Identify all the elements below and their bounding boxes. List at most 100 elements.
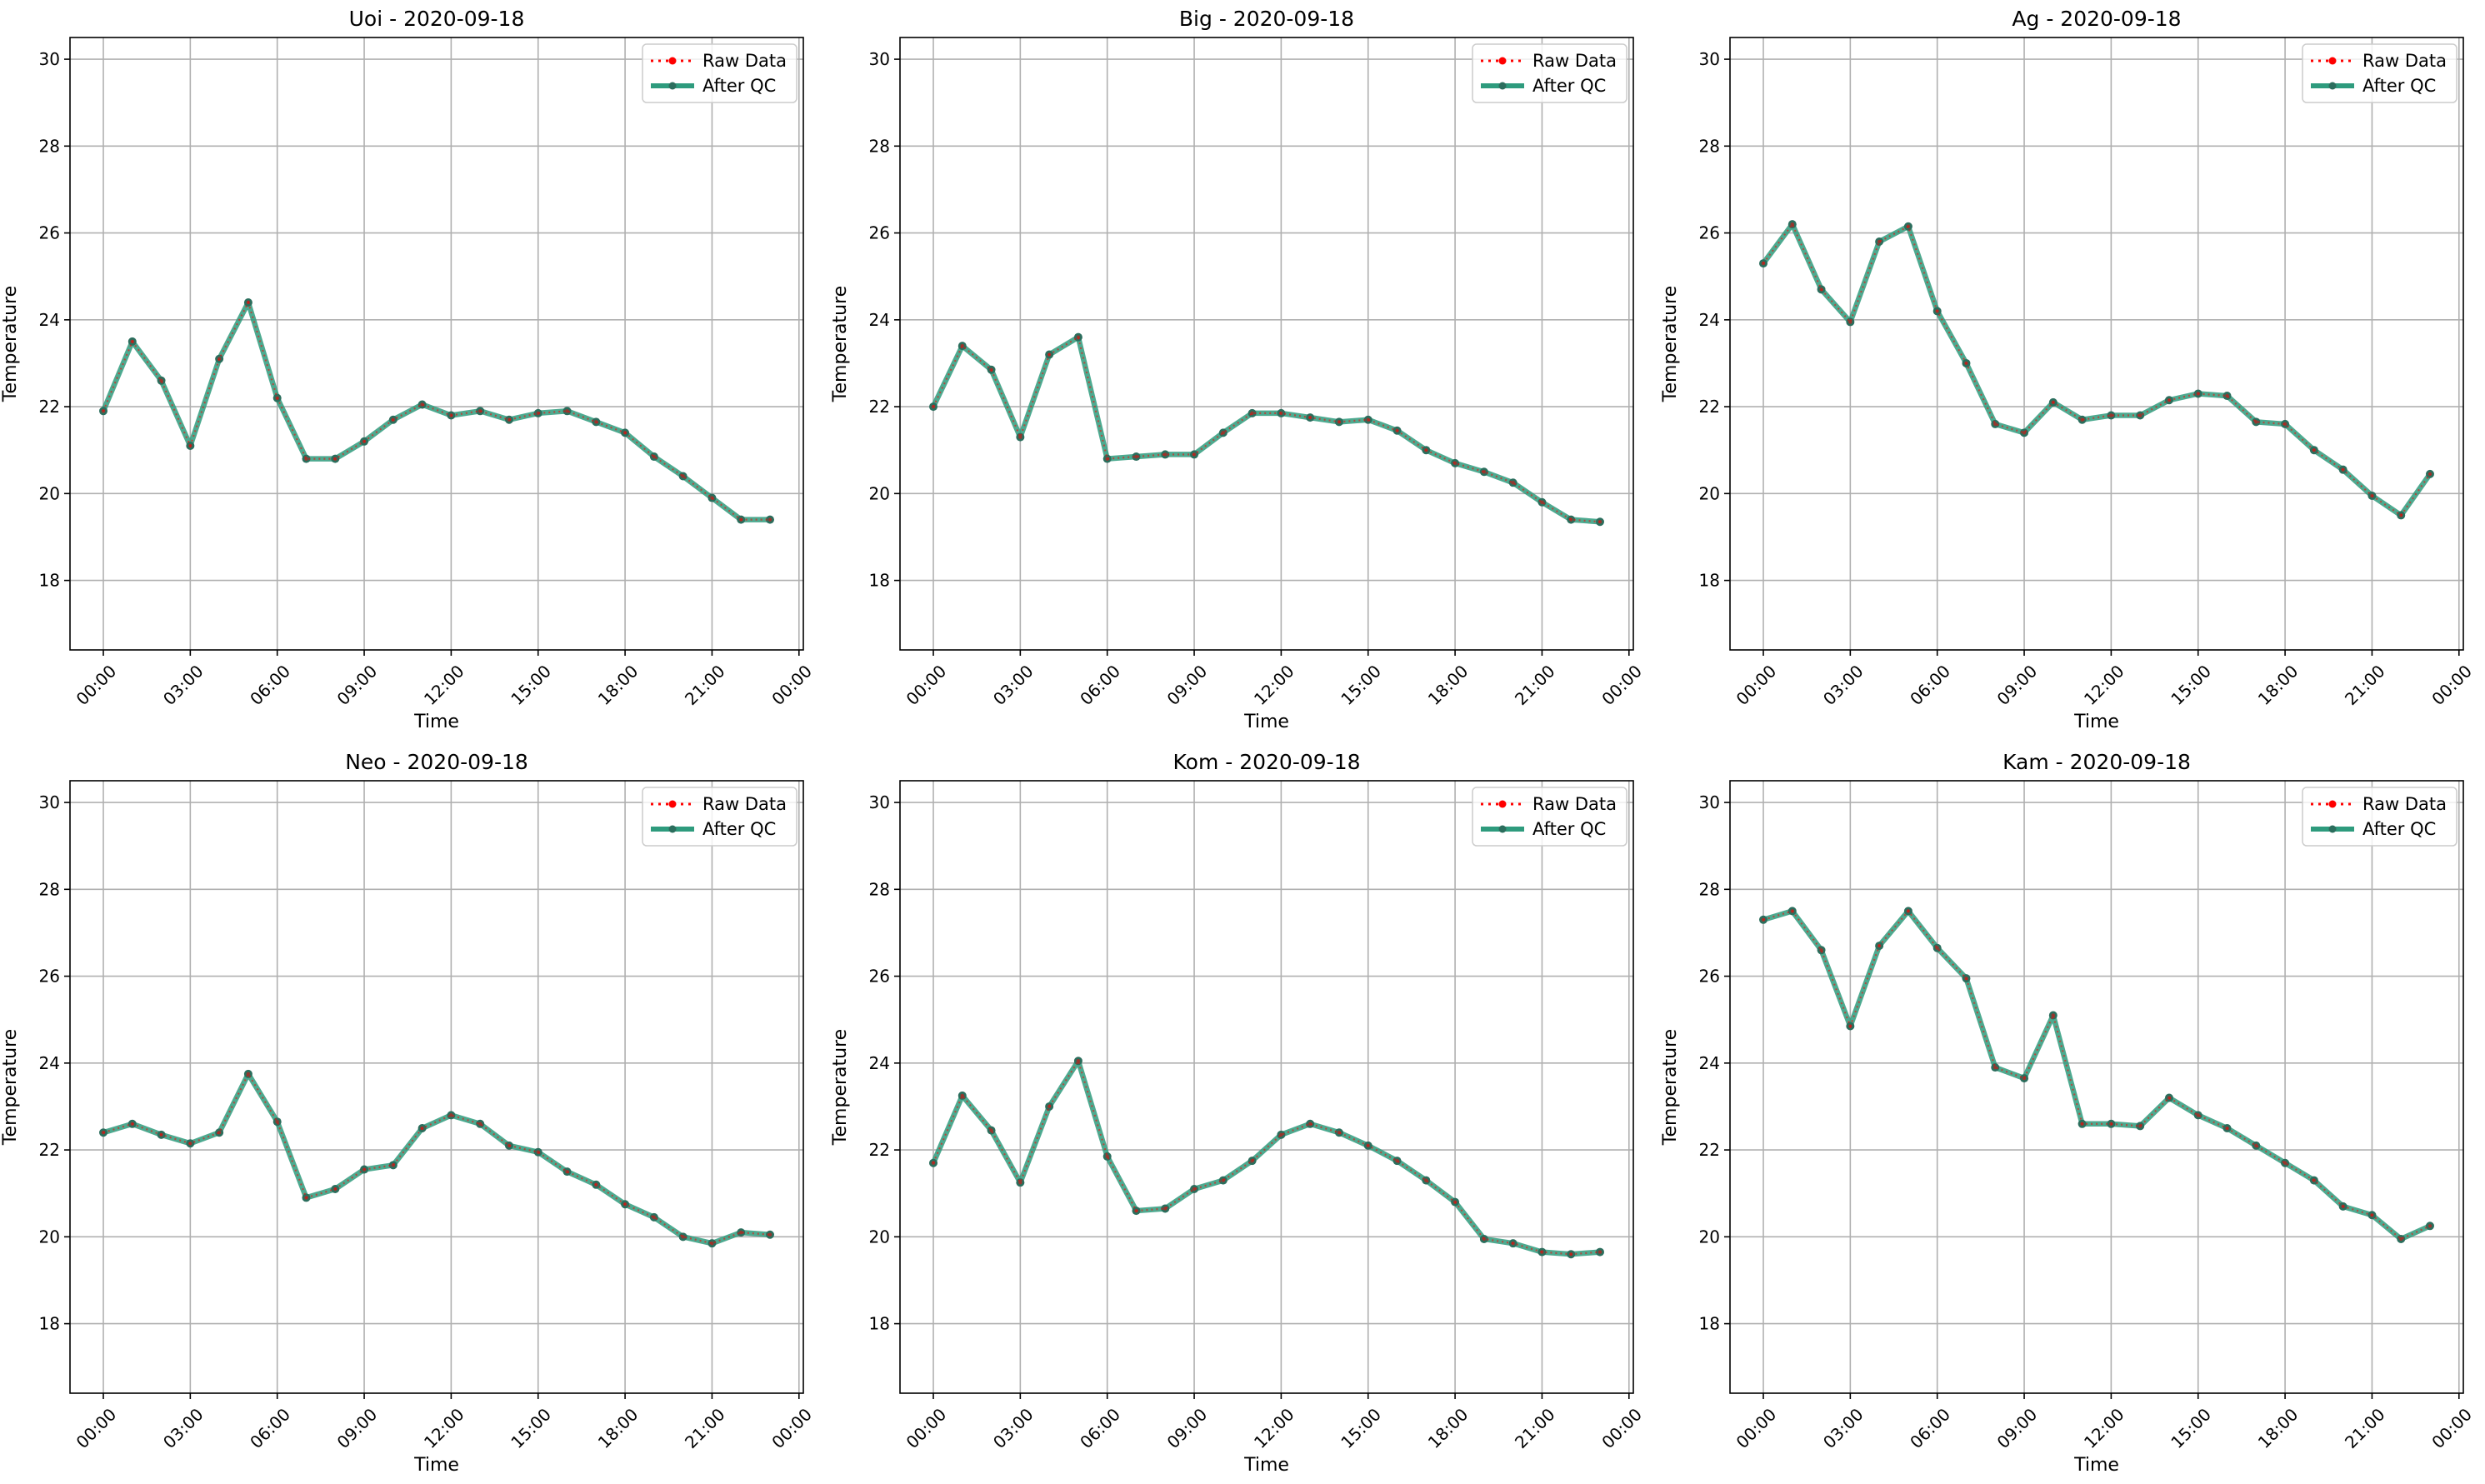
series-line-after-qc bbox=[1762, 908, 2432, 1242]
x-tick-label: 15:00 bbox=[1337, 1404, 1385, 1452]
point-raw-data bbox=[536, 411, 540, 416]
point-raw-data bbox=[622, 1202, 628, 1207]
point-raw-data bbox=[1819, 948, 1823, 952]
x-tick-label: 09:00 bbox=[1163, 1404, 1212, 1452]
x-tick-label: 03:00 bbox=[159, 1404, 208, 1452]
point-raw-data bbox=[1134, 454, 1138, 459]
x-tick-label: 21:00 bbox=[681, 661, 729, 709]
point-raw-data bbox=[536, 1150, 540, 1154]
y-tick-label: 24 bbox=[39, 310, 60, 330]
point-raw-data bbox=[2167, 1096, 2172, 1100]
axes-frame bbox=[899, 37, 1634, 651]
y-tick-label: 24 bbox=[39, 1053, 60, 1073]
x-axis-label: Time bbox=[2073, 712, 2119, 732]
x-tick-label: 03:00 bbox=[159, 661, 208, 709]
y-axis-label: Temperature bbox=[830, 286, 851, 402]
point-raw-data bbox=[2138, 1124, 2142, 1128]
x-tick-label: 00:00 bbox=[1732, 1404, 1781, 1452]
point-raw-data bbox=[960, 343, 964, 348]
x-tick-label: 06:00 bbox=[1906, 661, 1954, 709]
point-raw-data bbox=[1452, 1200, 1458, 1204]
y-tick-label: 22 bbox=[869, 397, 890, 417]
series-line-raw-data bbox=[1762, 909, 2431, 1241]
x-axis-label: Time bbox=[1243, 1455, 1289, 1476]
legend-marker-after-qc bbox=[1498, 825, 1507, 833]
x-tick-label: 03:00 bbox=[1819, 1404, 1868, 1452]
y-axis-label: Temperature bbox=[0, 286, 21, 402]
point-raw-data bbox=[2109, 1122, 2113, 1127]
point-raw-data bbox=[1250, 1158, 1254, 1163]
point-raw-data bbox=[1993, 1065, 1998, 1070]
axes-frame bbox=[69, 780, 804, 1394]
x-tick-label: 18:00 bbox=[1424, 661, 1472, 709]
x-tick-label: 12:00 bbox=[1250, 661, 1298, 709]
x-tick-label: 21:00 bbox=[1511, 661, 1559, 709]
y-tick-label: 28 bbox=[39, 879, 60, 899]
y-tick-label: 30 bbox=[39, 49, 60, 69]
point-raw-data bbox=[960, 1093, 964, 1098]
point-raw-data bbox=[1482, 470, 1487, 474]
point-raw-data bbox=[1452, 461, 1458, 466]
point-raw-data bbox=[2167, 398, 2172, 402]
y-tick-label: 22 bbox=[1699, 1140, 1720, 1160]
point-raw-data bbox=[333, 457, 338, 461]
point-raw-data bbox=[2428, 1224, 2432, 1228]
y-tick-label: 20 bbox=[39, 1227, 60, 1247]
point-raw-data bbox=[1337, 420, 1342, 424]
point-raw-data bbox=[2399, 513, 2403, 517]
x-tick-label: 12:00 bbox=[2080, 661, 2128, 709]
point-raw-data bbox=[420, 1126, 424, 1131]
legend-label-raw-data: Raw Data bbox=[702, 794, 787, 814]
y-tick-label: 24 bbox=[869, 310, 890, 330]
x-tick-label: 12:00 bbox=[2080, 1404, 2128, 1452]
point-raw-data bbox=[1250, 411, 1254, 416]
point-raw-data bbox=[989, 367, 993, 372]
point-raw-data bbox=[2022, 1076, 2027, 1081]
x-tick-label: 00:00 bbox=[902, 1404, 951, 1452]
x-tick-label: 18:00 bbox=[2254, 661, 2302, 709]
legend-label-raw-data: Raw Data bbox=[702, 51, 787, 71]
point-raw-data bbox=[2399, 1237, 2403, 1242]
point-raw-data bbox=[2196, 1113, 2200, 1117]
y-tick-label: 30 bbox=[1699, 49, 1720, 69]
x-tick-label: 06:00 bbox=[1076, 661, 1124, 709]
point-raw-data bbox=[1308, 1122, 1312, 1127]
x-tick-label: 12:00 bbox=[420, 661, 468, 709]
x-tick-label: 09:00 bbox=[1993, 661, 2042, 709]
legend-label-after-qc: After QC bbox=[702, 819, 776, 839]
point-raw-data bbox=[391, 1163, 396, 1167]
point-raw-data bbox=[2312, 1178, 2317, 1182]
point-raw-data bbox=[681, 1235, 685, 1239]
y-axis-label: Temperature bbox=[830, 1029, 851, 1146]
point-raw-data bbox=[101, 1131, 106, 1135]
y-tick-label: 20 bbox=[1699, 483, 1720, 503]
legend-marker-after-qc bbox=[2328, 82, 2337, 90]
point-raw-data bbox=[1569, 517, 1573, 522]
point-raw-data bbox=[2341, 1204, 2345, 1209]
chart-title: Kom - 2020-09-18 bbox=[1173, 750, 1361, 774]
x-tick-label: 06:00 bbox=[246, 1404, 294, 1452]
x-tick-label: 09:00 bbox=[333, 1404, 382, 1452]
x-axis-label: Time bbox=[413, 712, 459, 732]
point-raw-data bbox=[594, 420, 598, 424]
point-raw-data bbox=[1308, 415, 1312, 420]
legend-label-raw-data: Raw Data bbox=[1532, 794, 1617, 814]
point-raw-data bbox=[1511, 481, 1515, 485]
series-line-after-qc bbox=[1761, 221, 2432, 518]
legend: Raw Data After QC bbox=[642, 787, 798, 847]
point-raw-data bbox=[2370, 493, 2374, 498]
y-tick-label: 18 bbox=[39, 1314, 60, 1334]
point-raw-data bbox=[217, 357, 222, 361]
point-raw-data bbox=[1279, 411, 1283, 416]
x-tick-label: 18:00 bbox=[1424, 1404, 1472, 1452]
legend-marker-after-qc bbox=[2328, 825, 2337, 833]
point-raw-data bbox=[1906, 909, 1911, 913]
chart-title: Big - 2020-09-18 bbox=[1179, 7, 1354, 31]
y-tick-label: 26 bbox=[39, 967, 60, 987]
point-raw-data bbox=[1134, 1208, 1138, 1213]
series-line-after-qc bbox=[931, 1057, 1601, 1257]
y-tick-label: 18 bbox=[1699, 1314, 1720, 1334]
y-tick-label: 28 bbox=[39, 136, 60, 156]
x-tick-label: 00:00 bbox=[768, 1404, 816, 1452]
